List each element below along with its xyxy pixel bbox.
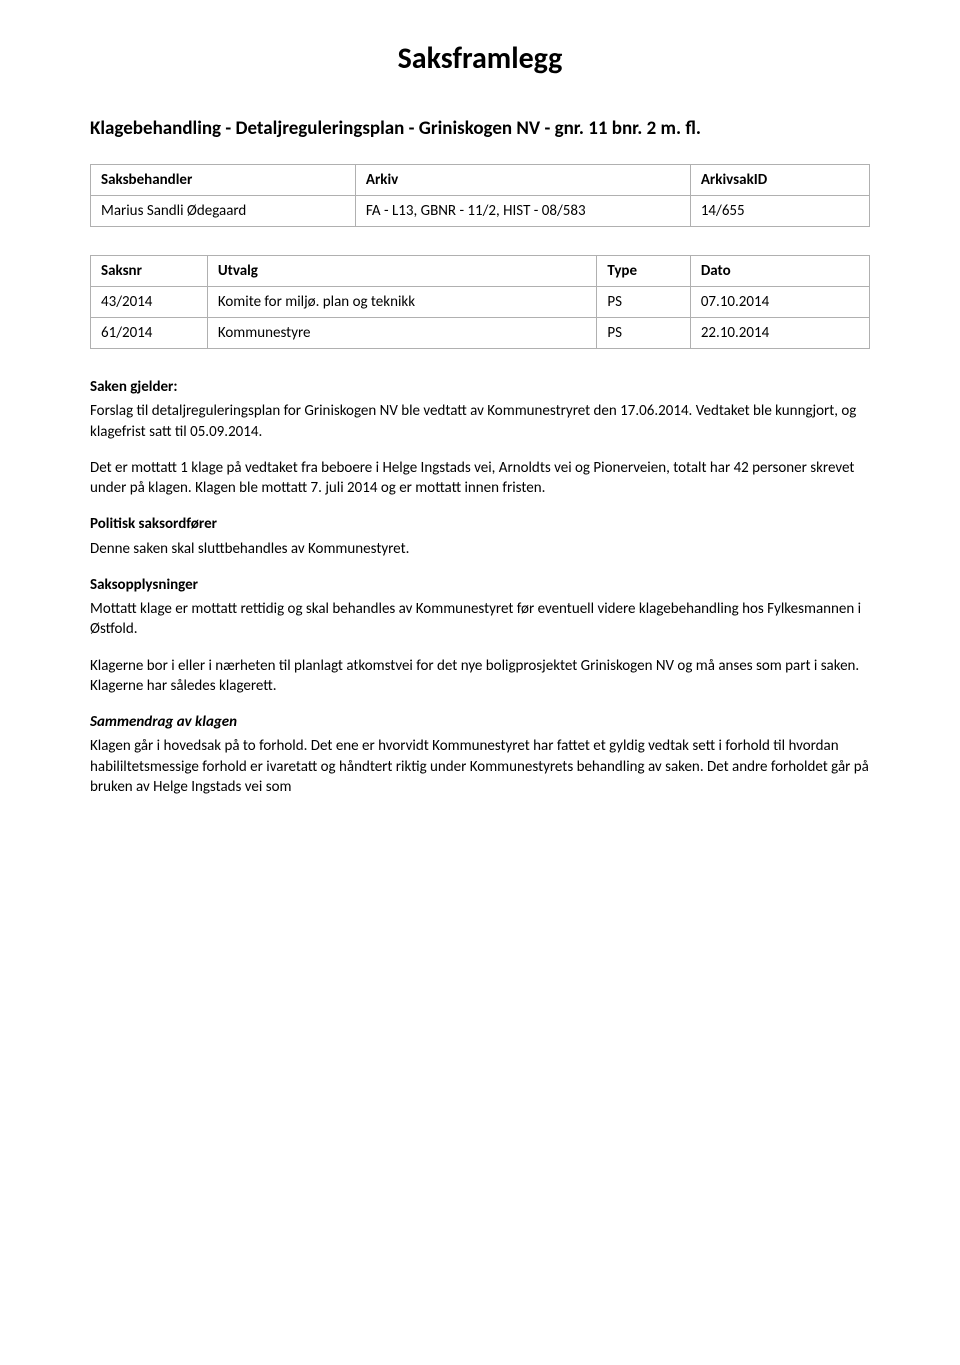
section-head-saksopp: Saksopplysninger — [90, 575, 870, 595]
table-row: 61/2014 Kommunestyre PS 22.10.2014 — [91, 318, 870, 349]
cell-dato: 22.10.2014 — [690, 318, 869, 349]
cell-saksnr: 43/2014 — [91, 287, 208, 318]
cell-type: PS — [597, 318, 690, 349]
body-text: Saken gjelder: Forslag til detaljreguler… — [90, 377, 870, 797]
cell-utvalg: Kommunestyre — [207, 318, 597, 349]
table-row: Marius Sandli Ødegaard FA - L13, GBNR - … — [91, 196, 870, 227]
cell-saksbehandler: Marius Sandli Ødegaard — [91, 196, 356, 227]
paragraph: Det er mottatt 1 klage på vedtaket fra b… — [90, 458, 870, 499]
cell-type: PS — [597, 287, 690, 318]
paragraph: Mottatt klage er mottatt rettidig og ska… — [90, 599, 870, 640]
col-header-saksnr: Saksnr — [91, 256, 208, 287]
col-header-dato: Dato — [690, 256, 869, 287]
paragraph: Forslag til detaljreguleringsplan for Gr… — [90, 401, 870, 442]
section-head-sammendrag: Sammendrag av klagen — [90, 712, 870, 732]
col-header-arkivsakid: ArkivsakID — [690, 165, 869, 196]
table-header-row: Saksbehandler Arkiv ArkivsakID — [91, 165, 870, 196]
cell-utvalg: Komite for miljø. plan og teknikk — [207, 287, 597, 318]
meta-table: Saksbehandler Arkiv ArkivsakID Marius Sa… — [90, 164, 870, 227]
page-title: Saksframlegg — [90, 40, 870, 77]
cell-dato: 07.10.2014 — [690, 287, 869, 318]
utvalg-table: Saksnr Utvalg Type Dato 43/2014 Komite f… — [90, 255, 870, 349]
section-head-politisk: Politisk saksordfører — [90, 514, 870, 534]
cell-saksnr: 61/2014 — [91, 318, 208, 349]
table-header-row: Saksnr Utvalg Type Dato — [91, 256, 870, 287]
cell-arkiv: FA - L13, GBNR - 11/2, HIST - 08/583 — [355, 196, 690, 227]
paragraph: Klagen går i hovedsak på to forhold. Det… — [90, 736, 870, 797]
case-subtitle: Klagebehandling - Detaljreguleringsplan … — [90, 117, 870, 140]
col-header-saksbehandler: Saksbehandler — [91, 165, 356, 196]
section-head-saken-gjelder: Saken gjelder: — [90, 377, 870, 397]
document-page: Saksframlegg Klagebehandling - Detaljreg… — [0, 0, 960, 1365]
paragraph: Klagerne bor i eller i nærheten til plan… — [90, 656, 870, 697]
col-header-utvalg: Utvalg — [207, 256, 597, 287]
paragraph: Denne saken skal sluttbehandles av Kommu… — [90, 539, 870, 559]
cell-arkivsakid: 14/655 — [690, 196, 869, 227]
col-header-type: Type — [597, 256, 690, 287]
table-row: 43/2014 Komite for miljø. plan og teknik… — [91, 287, 870, 318]
col-header-arkiv: Arkiv — [355, 165, 690, 196]
